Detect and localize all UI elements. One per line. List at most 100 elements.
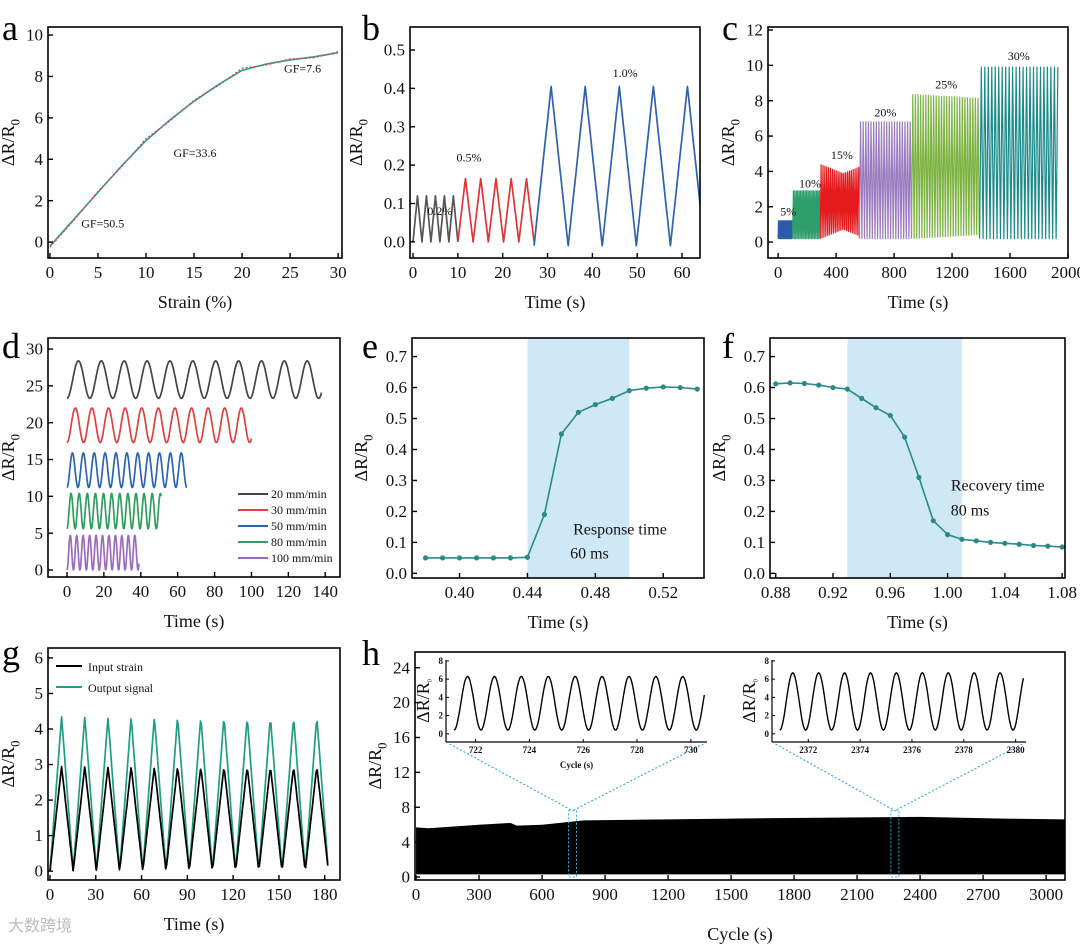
series-15- (819, 164, 860, 239)
inset-x-axis-label: Cycle (s) (560, 760, 593, 770)
x-tick-label: 2372 (799, 745, 818, 755)
y-tick-label: 0.4 (384, 79, 406, 98)
x-tick-label: 2380 (1007, 745, 1026, 755)
x-tick-label: 0 (409, 263, 418, 282)
y-tick-label: 0.6 (744, 378, 765, 397)
panel-label: h (362, 633, 380, 673)
data-point (944, 532, 951, 538)
data-point (1045, 543, 1051, 549)
annotation: 0.5% (457, 150, 482, 164)
panel-f: 0.88 0.92 0.96 1.00 1.04 1.08 0.0 0.1 0.2 0.3 0.4 0… (709, 326, 1077, 633)
x-axis-label: Time (s) (164, 914, 225, 935)
y-tick-label: 2 (35, 791, 44, 810)
y-axis-label-main: ΔR/R (718, 125, 738, 166)
y-tick-label: 0.6 (386, 378, 407, 397)
y-tick-label: 5 (35, 524, 44, 543)
data-point (902, 434, 908, 440)
zoom-connector (894, 741, 1027, 812)
x-tick-label: 25 (282, 263, 299, 282)
y-tick-label: 25 (26, 376, 43, 395)
series-0-5- (456, 177, 535, 243)
y-axis-label: ΔR/R0 (0, 741, 22, 788)
series-data (49, 51, 339, 248)
legend-label: 30 mm/min (271, 503, 327, 517)
x-tick-label: 0.44 (513, 583, 543, 602)
y-tick-label: 15 (26, 450, 43, 469)
y-tick-label: 4 (755, 162, 764, 181)
annotation: Recovery time (951, 477, 1045, 494)
y-tick-label: 0 (35, 561, 44, 580)
y-tick-label: 0 (402, 868, 411, 887)
highlight-band (527, 338, 630, 578)
zoom-region-marker (568, 810, 578, 878)
axes-frame (767, 26, 1069, 259)
legend-label: 100 mm/min (271, 551, 333, 565)
x-tick-label: 3000 (1029, 885, 1063, 904)
data-point (558, 431, 564, 437)
x-tick-label: 30 (330, 263, 347, 282)
x-tick-label: 40 (584, 263, 601, 282)
data-point (816, 382, 822, 388)
cycle-signal-band (416, 816, 1065, 875)
y-tick-label: 4 (35, 150, 44, 169)
y-tick-label: 3 (35, 755, 44, 774)
annotation: 20% (874, 106, 896, 120)
y-tick-label: 0.0 (386, 564, 407, 583)
plot-area (416, 816, 1065, 875)
x-tick-label: 0 (63, 582, 72, 601)
plot-area (422, 338, 700, 578)
annotation: 60 ms (570, 545, 609, 562)
x-tick-label: 60 (133, 885, 150, 904)
annotation: 10% (799, 176, 821, 190)
x-tick-label: 40 (132, 582, 149, 601)
y-tick-label: 0.1 (386, 533, 407, 552)
x-tick-label: 730 (684, 745, 698, 755)
annotation: GF=7.6 (284, 61, 321, 75)
y-axis-label-main: ΔR/R (365, 749, 385, 790)
y-tick-label: 12 (393, 763, 410, 782)
panel-d: 0 20 40 60 80 100 120 140 0 5 10 15 20 25 30 Time (s) ΔR… (0, 326, 341, 632)
x-axis-label: Time (s) (528, 612, 589, 633)
x-tick-label: 0.40 (445, 583, 475, 602)
data-point (830, 384, 836, 391)
y-tick-label: 2 (35, 191, 44, 210)
y-axis-label: ΔR/R0 (739, 679, 760, 723)
y-axis-label-sub: 0 (719, 435, 733, 441)
x-tick-label: 30 (87, 885, 104, 904)
x-tick-label: 2374 (851, 745, 870, 755)
highlight-band (847, 338, 962, 578)
panel-label: e (362, 326, 378, 366)
y-axis-label: ΔR/R0 (413, 679, 434, 723)
x-tick-label: 0.88 (761, 583, 791, 602)
watermark: 大数跨境 (8, 916, 73, 935)
x-tick-label: 1.00 (933, 583, 963, 602)
zoom-connector (445, 741, 573, 812)
y-tick-label: 8 (439, 656, 444, 666)
y-tick-label: 0.5 (744, 409, 765, 428)
series-30- (979, 66, 1059, 240)
y-tick-label: 0.2 (744, 502, 765, 521)
x-tick-label: 0 (774, 263, 783, 282)
x-tick-label: 1.04 (990, 583, 1020, 602)
y-tick-label: 0.1 (384, 194, 405, 213)
axes-frame (47, 337, 341, 578)
y-tick-label: 0.7 (744, 347, 766, 366)
y-axis-label-sub: 0 (375, 743, 389, 749)
y-tick-label: 0.2 (384, 156, 405, 175)
x-tick-label: 180 (312, 885, 338, 904)
x-tick-label: 0 (46, 885, 55, 904)
y-tick-label: 8 (402, 798, 411, 817)
y-axis-label-sub: 0 (753, 679, 760, 682)
y-tick-label: 0 (439, 729, 444, 739)
y-tick-label: 8 (35, 67, 44, 86)
data-point (916, 474, 922, 480)
y-tick-label: 0.7 (386, 347, 408, 366)
legend-label: Output signal (88, 681, 154, 695)
y-tick-label: 4 (765, 692, 770, 702)
annotation: 0.2% (427, 204, 452, 218)
inset-series (779, 672, 1025, 731)
y-tick-label: 0.4 (386, 440, 408, 459)
y-axis-label: ΔR/R0 (718, 119, 742, 166)
panel-b: 0 10 20 30 40 50 60 0.0 0.1 0.2 0.3 0.4 0.5 Time (s) Δ… (346, 8, 701, 313)
